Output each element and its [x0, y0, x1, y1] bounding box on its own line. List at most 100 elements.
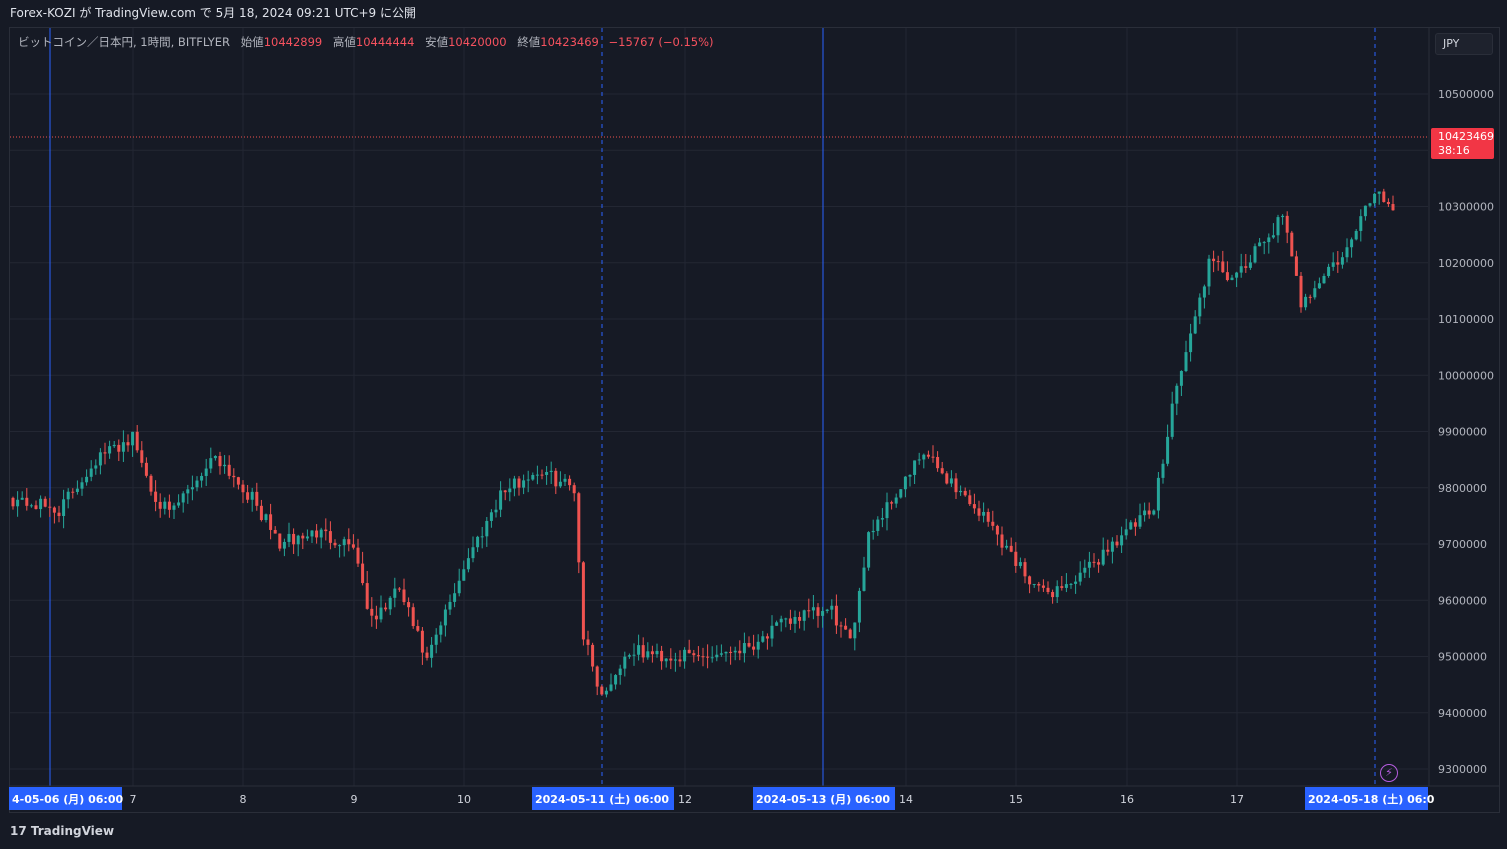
candle-body [489, 512, 493, 521]
candle-body [522, 480, 526, 488]
y-tick-label: 9600000 [1438, 594, 1487, 607]
candle-body [1032, 583, 1036, 585]
candle-body [434, 634, 438, 645]
lightning-icon[interactable]: ⚡ [1380, 764, 1398, 782]
candle-body [1327, 266, 1331, 276]
candle-body [586, 639, 590, 645]
candle-body [609, 684, 613, 691]
x-tick-label: 12 [678, 793, 692, 806]
date-highlight-bg [1305, 787, 1428, 810]
x-tick-label: 14 [899, 793, 913, 806]
candle-body [1258, 242, 1262, 247]
candle-body [75, 488, 79, 492]
candle-body [71, 491, 75, 493]
candle-body [618, 668, 622, 676]
candle-body [1041, 585, 1045, 588]
low-label: 安値 [425, 35, 449, 49]
candle-body [591, 644, 595, 667]
candle-body [351, 544, 355, 548]
date-highlight-label: 2024-05-13 (月) 06:00 [756, 793, 890, 806]
candle-body [384, 607, 388, 610]
candle-body [729, 651, 733, 653]
tradingview-logo[interactable]: 𝟭𝟳 TradingView [10, 824, 114, 838]
candle-body [1368, 203, 1372, 206]
candle-body [549, 470, 553, 473]
candle-body [1354, 230, 1358, 240]
candle-body [80, 482, 84, 489]
candle-body [811, 607, 815, 611]
candle-body [802, 610, 806, 621]
candle-body [535, 474, 539, 476]
candle-body [517, 478, 521, 488]
candle-body [867, 532, 871, 568]
candle-body [177, 502, 181, 506]
candle-body [531, 474, 535, 480]
candle-body [604, 690, 608, 695]
candle-body [655, 650, 659, 655]
candles [11, 188, 1395, 698]
candle-body [131, 431, 135, 446]
candle-body [839, 625, 843, 627]
candle-body [664, 658, 668, 662]
candle-body [39, 498, 43, 510]
candle-body [241, 484, 245, 493]
candle-body [512, 478, 516, 489]
candle-body [416, 626, 420, 631]
candle-body [706, 656, 710, 658]
candle-body [167, 501, 171, 510]
candle-body [660, 650, 664, 662]
candle-body [995, 525, 999, 535]
candle-body [503, 490, 507, 493]
candle-body [747, 643, 751, 647]
x-tick-label: 7 [130, 793, 137, 806]
candle-body [1281, 215, 1285, 218]
candle-body [388, 597, 392, 610]
candle-body [761, 636, 765, 642]
candle-body [715, 654, 719, 658]
candle-body [1350, 239, 1354, 248]
currency-button[interactable]: JPY [1435, 33, 1493, 55]
candle-body [669, 658, 673, 661]
candle-body [466, 558, 470, 570]
candle-body [972, 504, 976, 509]
candle-body [1212, 258, 1216, 262]
candle-body [1023, 562, 1027, 577]
candle-body [347, 539, 351, 545]
candle-body [696, 655, 700, 657]
candle-body [623, 656, 627, 669]
candle-body [236, 477, 240, 485]
candle-body [899, 489, 903, 498]
y-tick-label: 9400000 [1438, 707, 1487, 720]
candle-body [98, 452, 102, 466]
candle-body [890, 502, 894, 504]
close-value: 10423469 [540, 35, 599, 49]
candle-body [232, 475, 236, 478]
candle-body [600, 686, 604, 695]
candle-body [315, 530, 319, 538]
candle-body [862, 567, 866, 591]
candle-body [1239, 266, 1243, 273]
candle-body [453, 593, 457, 602]
candle-body [1028, 576, 1032, 585]
candle-body [733, 650, 737, 653]
candle-body [1322, 275, 1326, 284]
date-highlight-bg [532, 787, 674, 810]
candle-body [499, 490, 503, 510]
date-highlight-label: 2024-05-18 (土) 06:0 [1308, 792, 1435, 806]
candle-body [186, 489, 190, 494]
candle-body [775, 622, 779, 626]
low-value: 10420000 [448, 35, 507, 49]
chart-area[interactable] [9, 27, 1500, 813]
candle-body [1317, 283, 1321, 289]
candle-body [1074, 581, 1078, 584]
candle-body [526, 479, 530, 481]
candle-body [1377, 191, 1381, 194]
candle-body [154, 491, 158, 502]
candle-body [784, 618, 788, 620]
candle-body [880, 518, 884, 520]
candle-body [508, 488, 512, 493]
candle-body [949, 478, 953, 484]
candle-body [34, 505, 38, 510]
candle-body [259, 505, 263, 521]
